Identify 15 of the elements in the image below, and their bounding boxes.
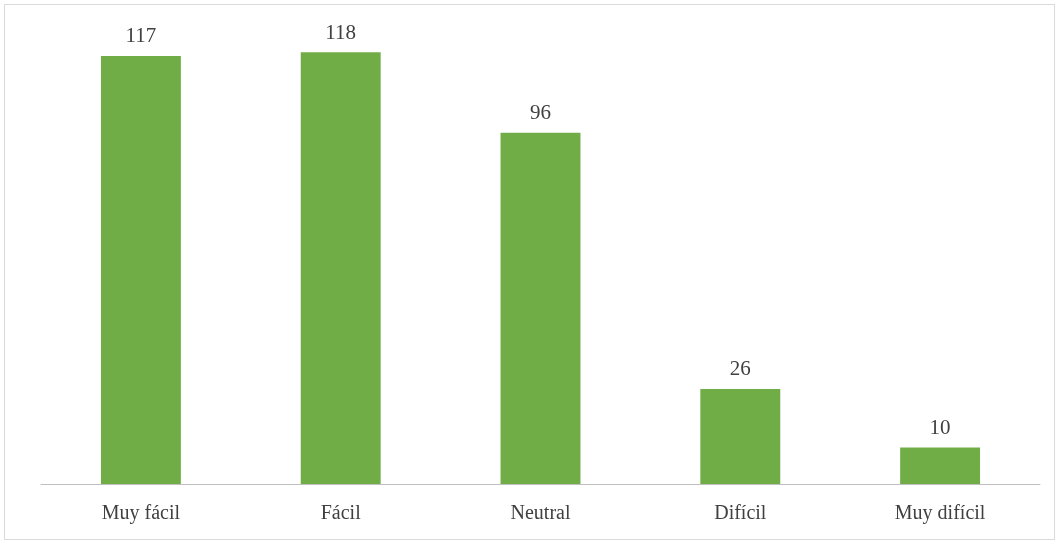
x-tick-label: Difícil bbox=[714, 501, 767, 523]
bar bbox=[500, 132, 581, 484]
bar bbox=[300, 52, 381, 484]
bar bbox=[100, 55, 181, 484]
x-tick-label: Fácil bbox=[320, 501, 362, 523]
bar bbox=[700, 388, 781, 484]
data-label: 118 bbox=[325, 19, 357, 44]
data-label: 117 bbox=[125, 23, 157, 48]
data-label: 96 bbox=[530, 100, 551, 125]
data-label: 10 bbox=[929, 414, 951, 439]
x-tick-label: Muy fácil bbox=[101, 501, 181, 524]
x-tick-label: Neutral bbox=[510, 501, 571, 523]
data-label: 26 bbox=[729, 356, 751, 381]
bar bbox=[900, 447, 981, 484]
x-tick-label: Muy difícil bbox=[894, 501, 986, 524]
